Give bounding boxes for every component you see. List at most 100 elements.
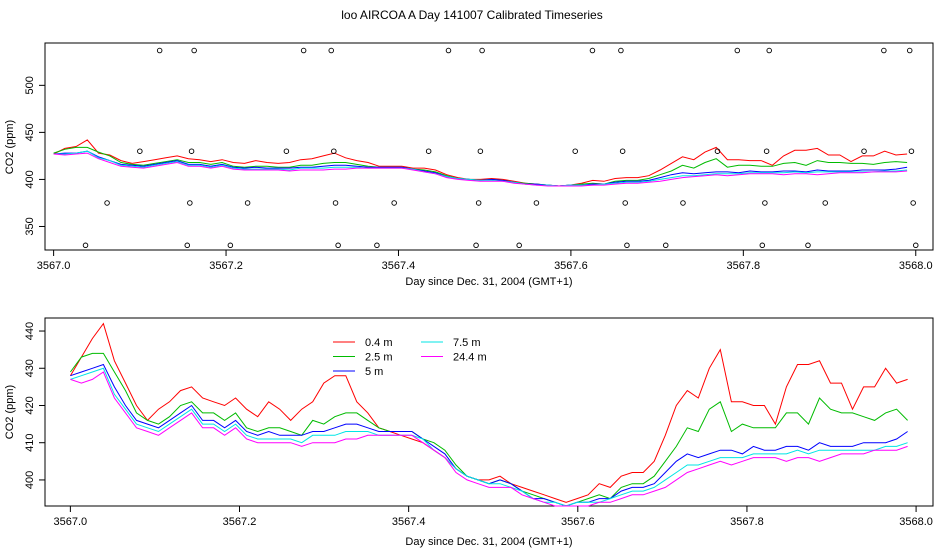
scatter-point <box>881 47 887 54</box>
series-line-4 <box>70 371 908 507</box>
chart-main-title: loo AIRCOA A Day 141007 Calibrated Times… <box>341 8 603 22</box>
y-tick-label: 450 <box>24 123 36 141</box>
top-panel-x-axis-label: Day since Dec. 31, 2004 (GMT+1) <box>405 276 572 288</box>
scatter-point <box>619 148 626 154</box>
legend-label: 5 m <box>365 366 383 378</box>
scatter-point <box>300 47 307 54</box>
scatter-point <box>906 47 913 54</box>
scatter-point <box>618 47 624 54</box>
scatter-point <box>910 200 916 206</box>
top-panel-y-axis: 350 400 450 500 <box>24 76 45 236</box>
bottom-panel-x-axis-label: Day since Dec. 31, 2004 (GMT+1) <box>405 536 572 548</box>
bottom-panel-y-axis: 400 410 420 430 440 <box>24 322 45 489</box>
scatter-point <box>425 148 432 154</box>
scatter-point <box>714 148 721 154</box>
bottom-panel-x-axis: 3567.0 3567.2 3567.4 3567.6 3567.8 3568.0 <box>54 506 933 528</box>
y-tick-label: 350 <box>24 217 36 235</box>
scatter-point <box>759 242 766 249</box>
legend-label: 0.4 m <box>365 337 393 349</box>
y-tick-label: 500 <box>24 76 36 94</box>
scatter-point <box>822 200 828 206</box>
x-tick-label: 3568.0 <box>899 260 933 272</box>
scatter-point <box>82 242 89 249</box>
scatter-point <box>861 148 867 154</box>
scatter-point <box>374 242 380 249</box>
x-tick-label: 3567.0 <box>37 260 71 272</box>
scatter-point <box>475 200 482 206</box>
y-tick-label: 420 <box>24 396 36 414</box>
scatter-point <box>589 47 596 54</box>
bottom-panel-y-axis-label: CO2 (ppm) <box>4 385 16 439</box>
scatter-point <box>572 148 578 154</box>
scatter-point <box>662 242 669 249</box>
legend-label: 24.4 m <box>453 352 487 364</box>
legend: 0.4 m 2.5 m 5 m 7.5 m 24.4 m <box>333 337 487 378</box>
top-panel-frame <box>44 42 934 251</box>
bottom-panel-frame <box>44 317 934 507</box>
x-tick-label: 3567.0 <box>54 516 88 528</box>
series-line-3 <box>53 150 908 187</box>
x-tick-label: 3567.2 <box>223 516 257 528</box>
scatter-point <box>391 200 397 206</box>
scatter-point <box>283 148 290 154</box>
scatter-point <box>477 148 484 154</box>
x-tick-label: 3567.8 <box>727 260 761 272</box>
scatter-point <box>187 200 193 206</box>
scatter-point <box>908 148 915 154</box>
scatter-point <box>445 47 452 54</box>
scatter-point <box>624 242 630 249</box>
x-tick-label: 3567.4 <box>392 516 426 528</box>
scatter-point <box>104 200 110 206</box>
scatter-point <box>227 242 234 249</box>
x-tick-label: 3567.6 <box>561 516 595 528</box>
top-panel-x-axis: 3567.0 3567.2 3567.4 3567.6 3567.8 3568.0 <box>37 250 933 272</box>
series-line-2 <box>70 363 908 507</box>
scatter-point <box>622 200 628 206</box>
y-tick-label: 410 <box>24 434 36 452</box>
legend-label: 7.5 m <box>453 337 481 349</box>
scatter-point <box>766 47 772 54</box>
series-line-1 <box>69 352 908 507</box>
series-line-0 <box>53 139 908 187</box>
scatter-point <box>191 47 197 54</box>
y-tick-label: 440 <box>24 322 36 340</box>
scatter-point <box>473 242 479 249</box>
y-tick-label: 400 <box>24 471 36 489</box>
top-panel-scatter: 3567.0 3567.2 3567.4 3567.6 3567.8 3568.0 350… <box>4 42 934 288</box>
x-tick-label: 3567.2 <box>209 260 243 272</box>
bottom-panel-series-group <box>69 322 908 507</box>
x-tick-label: 3567.6 <box>554 260 588 272</box>
series-line-4 <box>53 152 908 187</box>
scatter-point <box>913 242 919 249</box>
top-panel-y-axis-label: CO2 (ppm) <box>4 120 16 174</box>
scatter-point <box>328 47 334 54</box>
scatter-point <box>244 200 251 206</box>
scatter-point <box>763 148 770 154</box>
x-tick-label: 3567.4 <box>382 260 416 272</box>
legend-label: 2.5 m <box>365 352 393 364</box>
scatter-point <box>331 148 337 154</box>
series-line-0 <box>69 322 908 503</box>
series-line-3 <box>70 367 908 507</box>
scatter-point <box>335 242 341 249</box>
top-panel-series-group <box>53 139 908 187</box>
scatter-point <box>762 200 768 206</box>
x-tick-label: 3567.8 <box>730 516 764 528</box>
scatter-point <box>533 200 540 206</box>
x-tick-label: 3568.0 <box>899 516 933 528</box>
scatter-point <box>516 242 522 249</box>
scatter-point <box>805 242 811 249</box>
top-panel-points-group <box>82 47 919 249</box>
scatter-point <box>479 47 485 54</box>
y-tick-label: 430 <box>24 359 36 377</box>
y-tick-label: 400 <box>24 170 36 188</box>
scatter-point <box>332 200 339 206</box>
scatter-point <box>734 47 741 54</box>
bottom-panel-line: 3567.0 3567.2 3567.4 3567.6 3567.8 3568.0 400… <box>4 317 934 548</box>
scatter-point <box>184 242 191 249</box>
scatter-point <box>156 47 163 54</box>
scatter-point <box>188 148 195 154</box>
scatter-point <box>137 148 143 154</box>
scatter-point <box>680 200 686 206</box>
